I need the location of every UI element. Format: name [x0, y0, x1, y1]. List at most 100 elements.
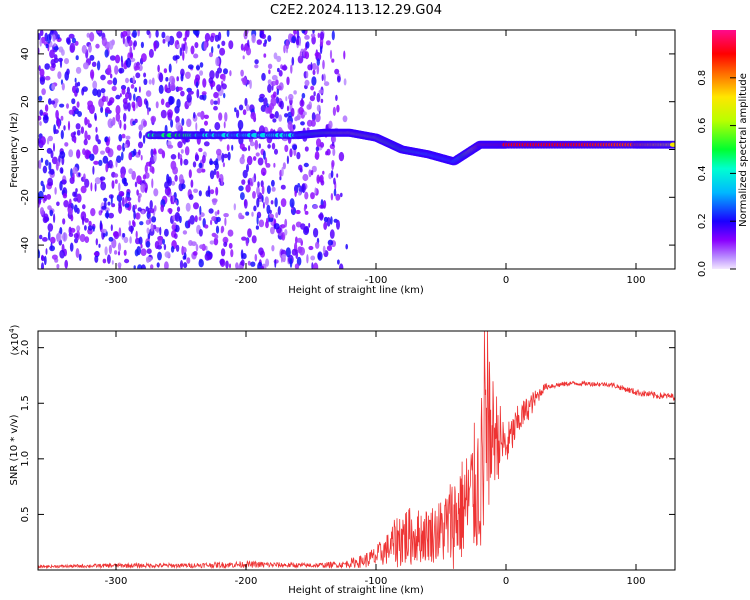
- spectrogram-noise-cell: [313, 227, 319, 238]
- spectrogram-noise-cell: [172, 166, 179, 175]
- spectrogram-noise-cell: [49, 209, 54, 217]
- spectrogram-noise-cell: [118, 190, 125, 197]
- spectrogram-noise-cell: [271, 142, 276, 150]
- spectrogram-noise-cell: [49, 49, 55, 59]
- spectrogram-noise-cell: [204, 252, 211, 261]
- spectrogram-noise-cell: [80, 211, 87, 221]
- spectrogram-noise-cell: [47, 177, 53, 186]
- spectrogram-noise-cell: [87, 100, 93, 107]
- spectrogram-noise-cell: [199, 244, 205, 249]
- spectrogram-noise-cell: [330, 216, 333, 225]
- spectrogram-noise-cell: [111, 180, 115, 189]
- spectrogram-noise-cell: [39, 30, 44, 36]
- spectrogram-noise-cell: [121, 133, 126, 139]
- spectrogram-noise-cell: [256, 197, 260, 208]
- spectrogram-noise-cell: [158, 72, 164, 83]
- spectrogram-noise-cell: [167, 40, 170, 47]
- spectrogram-noise-cell: [133, 148, 137, 156]
- spectrogram-noise-cell: [338, 151, 345, 162]
- spectrogram-noise-cell: [225, 260, 229, 269]
- spectrogram-noise-cell: [216, 170, 220, 179]
- colorbar-ticks: 0.0 0.2 0.4 0.6 0.8: [697, 70, 736, 277]
- spectrogram-noise-cell: [261, 72, 266, 81]
- spectrogram-noise-cell: [118, 204, 123, 214]
- spectrogram-noise-cell: [278, 70, 283, 77]
- spectrogram-noise-cell: [261, 33, 266, 39]
- spectrogram-noise-cell: [263, 97, 268, 107]
- spectrogram-noise-cell: [164, 251, 171, 258]
- spectrogram-noise-cell: [220, 248, 226, 257]
- spectrogram-noise-cell: [132, 104, 136, 112]
- spectrogram-noise-cell: [128, 152, 133, 161]
- spectrogram-noise-cell: [153, 41, 157, 52]
- spectrogram-noise-cell: [151, 77, 155, 86]
- spectrogram-noise-cell: [130, 84, 135, 89]
- spectrogram-noise-cell: [62, 218, 66, 225]
- spectrogram-noise-cell: [87, 225, 93, 231]
- spectrogram-noise-cell: [208, 77, 214, 84]
- spectrogram-noise-cell: [284, 229, 288, 236]
- spectrogram-noise-cell: [241, 179, 246, 185]
- spectrogram-noise-cell: [135, 212, 141, 220]
- spectrogram-noise-cell: [285, 96, 288, 102]
- spectrogram-noise-cell: [92, 88, 98, 96]
- spectrogram-noise-cell: [314, 187, 317, 195]
- spectrogram-noise-cell: [287, 120, 293, 130]
- spectrogram-noise-cell: [86, 32, 91, 38]
- spectrogram-noise-cell: [343, 78, 347, 86]
- spectrogram-noise-cell: [332, 106, 336, 116]
- spectrogram-noise-cell: [298, 191, 302, 196]
- spectrogram-noise-cell: [56, 116, 60, 126]
- spectrogram-noise-cell: [237, 265, 244, 269]
- spectrogram-noise-cell: [118, 265, 121, 269]
- spectrogram-noise-cell: [150, 115, 157, 123]
- spectrogram-noise-cell: [228, 242, 233, 249]
- spectrogram-noise-cell: [175, 121, 182, 131]
- spectrogram-cells: [38, 30, 675, 269]
- spectrogram-noise-cell: [215, 56, 220, 67]
- spectrogram-noise-cell: [221, 152, 225, 163]
- spectrogram-noise-cell: [104, 49, 109, 58]
- spectrogram-noise-cell: [245, 237, 249, 247]
- spectrogram-noise-cell: [300, 223, 306, 230]
- x-tick-label: 0: [503, 576, 509, 587]
- spectrogram-noise-cell: [105, 146, 111, 154]
- spectrogram-noise-cell: [185, 71, 191, 80]
- spectrogram-noise-cell: [181, 183, 186, 190]
- spectrogram-noise-cell: [143, 120, 147, 127]
- spectrogram-noise-cell: [63, 200, 69, 208]
- spectrogram-noise-cell: [169, 82, 176, 91]
- spectrogram-noise-cell: [317, 32, 320, 39]
- spectrogram-noise-cell: [226, 144, 230, 152]
- spectrogram-noise-cell: [75, 248, 80, 258]
- spectrogram-noise-cell: [178, 174, 184, 184]
- spectrogram-noise-cell: [223, 241, 228, 247]
- spectrogram-noise-cell: [195, 65, 201, 71]
- spectrogram-noise-cell: [193, 188, 199, 193]
- spectrogram-noise-cell: [302, 173, 309, 182]
- spectrogram-noise-cell: [61, 232, 68, 242]
- snr-xlabel: Height of straight line (km): [288, 585, 424, 596]
- spectrogram-noise-cell: [53, 129, 59, 135]
- spectrogram-noise-cell: [254, 59, 259, 65]
- spectrogram-noise-cell: [328, 120, 333, 129]
- spectrogram-noise-cell: [213, 100, 219, 105]
- spectrogram-noise-cell: [221, 83, 227, 90]
- spectrogram-noise-cell: [82, 204, 86, 210]
- spectrogram-noise-cell: [224, 217, 227, 226]
- spectrogram-noise-cell: [286, 76, 290, 86]
- spectrogram-noise-cell: [331, 160, 335, 168]
- spectrogram-noise-cell: [267, 63, 273, 69]
- spectrogram-noise-cell: [56, 201, 60, 207]
- spectrogram-noise-cell: [128, 220, 131, 227]
- spectrogram-noise-cell: [325, 40, 331, 46]
- colorbar-tick-label: 0.6: [697, 118, 708, 134]
- spectrogram-noise-cell: [187, 90, 194, 95]
- spectrogram-noise-cell: [258, 219, 265, 228]
- spectrogram-noise-cell: [73, 233, 79, 239]
- spectrogram-noise-cell: [123, 182, 129, 187]
- spectrogram-noise-cell: [329, 49, 333, 60]
- spectrogram-noise-cell: [153, 188, 159, 197]
- spectrogram-noise-cell: [201, 91, 207, 96]
- spectrogram-noise-cell: [96, 60, 101, 71]
